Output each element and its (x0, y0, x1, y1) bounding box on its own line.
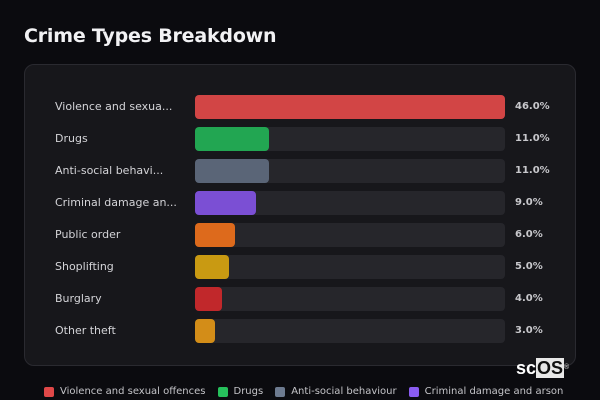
bar-value: 3.0% (515, 325, 543, 336)
bar-value: 46.0% (515, 101, 550, 112)
bar-track (195, 95, 505, 119)
bar-track (195, 287, 505, 311)
bar-value: 6.0% (515, 229, 543, 240)
bar-label: Criminal damage an... (55, 196, 177, 209)
bar-fill[interactable] (195, 191, 256, 215)
chart-title: Crime Types Breakdown (24, 25, 277, 47)
bar-fill[interactable] (195, 127, 270, 151)
bar-fill[interactable] (195, 287, 222, 311)
bar-track (195, 255, 505, 279)
bar-row[interactable]: Other theft 3.0% (25, 319, 575, 343)
bar-fill[interactable] (195, 255, 229, 279)
legend-label: Drugs (233, 386, 264, 397)
legend-swatch-icon (408, 386, 419, 397)
legend-item[interactable]: Criminal damage and arson (408, 386, 564, 397)
legend-label: Violence and sexual offences (60, 386, 206, 397)
legend-swatch-icon (217, 386, 228, 397)
legend-swatch-icon (275, 386, 286, 397)
bar-value: 4.0% (515, 293, 543, 304)
bar-fill[interactable] (195, 159, 270, 183)
legend-label: Anti-social behaviour (291, 386, 397, 397)
legend-swatch-icon (44, 386, 54, 397)
bar-row[interactable]: Drugs 11.0% (25, 127, 575, 151)
bar-label: Burglary (55, 292, 102, 305)
legend-item[interactable]: Anti-social behaviour (275, 386, 397, 397)
chart-card: Violence and sexua... 46.0% Drugs 11.0% An… (24, 64, 576, 366)
legend-label: Criminal damage and arson (424, 386, 564, 397)
bar-label: Other theft (55, 324, 116, 337)
bar-fill[interactable] (195, 319, 216, 343)
bar-row[interactable]: Burglary 4.0% (25, 287, 575, 311)
bar-row[interactable]: Criminal damage an... 9.0% (25, 191, 575, 215)
bar-label: Anti-social behavi... (55, 164, 164, 177)
bar-row[interactable]: Anti-social behavi... 11.0% (25, 159, 575, 183)
bar-value: 9.0% (515, 197, 543, 208)
legend-item[interactable]: Violence and sexual offences (44, 386, 206, 397)
bar-value: 11.0% (515, 133, 550, 144)
legend-item[interactable]: Drugs (217, 386, 264, 397)
bar-row[interactable]: Shoplifting 5.0% (25, 255, 575, 279)
bar-row[interactable]: Violence and sexua... 46.0% (25, 95, 575, 119)
bar-track (195, 223, 505, 247)
watermark-highlight: OS (536, 358, 565, 378)
bar-fill[interactable] (195, 95, 505, 119)
bar-label: Shoplifting (55, 260, 114, 273)
bar-label: Drugs (55, 132, 88, 145)
bar-fill[interactable] (195, 223, 236, 247)
bar-label: Violence and sexua... (55, 100, 173, 113)
bar-track (195, 159, 505, 183)
bar-value: 11.0% (515, 165, 550, 176)
bar-row[interactable]: Public order 6.0% (25, 223, 575, 247)
watermark-logo: scOS® (516, 358, 570, 378)
registered-mark: ® (564, 364, 570, 371)
bar-value: 5.0% (515, 261, 543, 272)
chart-legend: Violence and sexual offences Drugs Anti-… (44, 386, 563, 397)
bar-track (195, 319, 505, 343)
watermark-prefix: sc (516, 358, 537, 378)
bar-label: Public order (55, 228, 121, 241)
bar-track (195, 127, 505, 151)
bar-track (195, 191, 505, 215)
